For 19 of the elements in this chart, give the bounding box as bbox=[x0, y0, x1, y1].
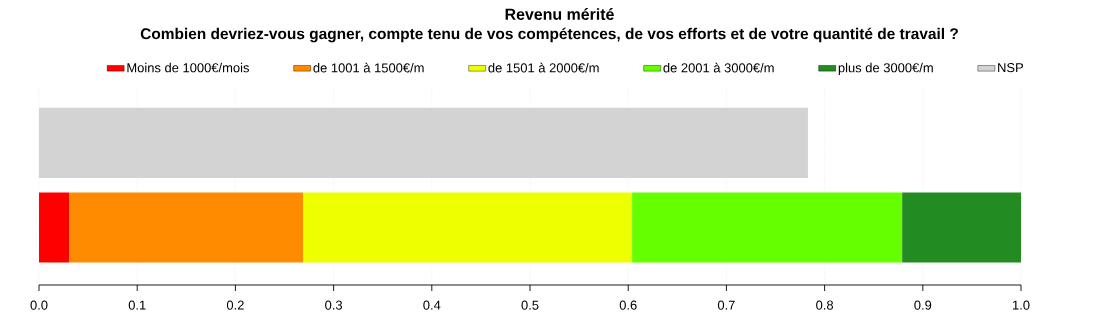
chart-title: Revenu mérité bbox=[505, 8, 614, 20]
x-tick-label: 0.7 bbox=[717, 300, 735, 310]
x-tick-label: 1.0 bbox=[1012, 300, 1030, 310]
x-tick-label: 0.0 bbox=[30, 300, 48, 310]
x-tick-label: 0.5 bbox=[521, 300, 539, 310]
legend-label: plus de 3000€/m bbox=[838, 62, 933, 75]
legend-label: de 2001 à 3000€/m bbox=[663, 62, 774, 73]
x-tick-label: 0.8 bbox=[816, 300, 834, 310]
x-tick-label: 0.1 bbox=[128, 300, 146, 310]
x-tick-label: 0.6 bbox=[619, 300, 637, 310]
legend-label: de 1001 à 1500€/m bbox=[313, 62, 424, 73]
x-tick-label: 0.3 bbox=[325, 300, 343, 310]
legend-label: Moins de 1000€/mois bbox=[127, 62, 249, 73]
x-tick-label: 0.2 bbox=[226, 300, 244, 310]
legend-label: NSP bbox=[998, 63, 1024, 73]
x-tick-label: 0.9 bbox=[914, 300, 932, 310]
x-tick-label: 0.4 bbox=[423, 300, 441, 310]
chart-subtitle: Combien devriez-vous gagner, compte tenu de vos compétences, de vos efforts et de votre quantité de travail ? bbox=[140, 27, 958, 43]
legend-label: de 1501 à 2000€/m bbox=[488, 62, 599, 73]
